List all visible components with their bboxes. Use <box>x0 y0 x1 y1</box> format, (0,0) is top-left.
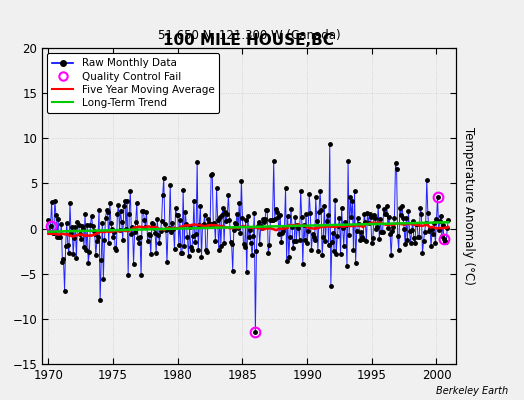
Text: 51.650 N, 121.300 W (Canada): 51.650 N, 121.300 W (Canada) <box>158 29 340 42</box>
Legend: Raw Monthly Data, Quality Control Fail, Five Year Moving Average, Long-Term Tren: Raw Monthly Data, Quality Control Fail, … <box>47 53 220 113</box>
Y-axis label: Temperature Anomaly (°C): Temperature Anomaly (°C) <box>462 127 475 285</box>
Title: 100 MILE HOUSE,BC: 100 MILE HOUSE,BC <box>163 33 334 48</box>
Text: Berkeley Earth: Berkeley Earth <box>436 386 508 396</box>
